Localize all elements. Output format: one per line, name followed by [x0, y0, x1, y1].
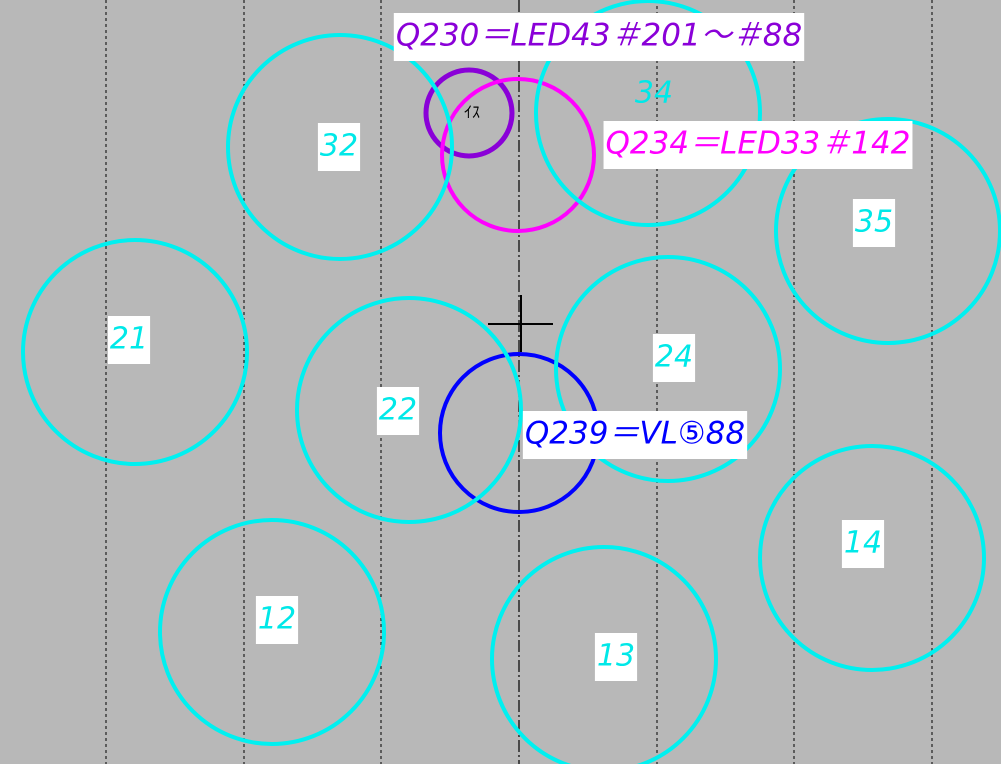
cyan-circle: [758, 444, 986, 672]
cyan-circle: [774, 117, 1001, 345]
cyan-circle: [490, 545, 718, 764]
label: 24: [655, 340, 693, 375]
label: 22: [379, 393, 417, 428]
label-box: [603, 121, 913, 169]
label-box: [852, 199, 896, 247]
label-box: [255, 596, 299, 644]
cyan-circle: [226, 33, 454, 261]
layer: 32 34 35 21 22 24 12 13 14 ｲｽ Q230＝LED43＃201～＃88 Q2…: [21, 0, 1001, 764]
magenta-circle: [440, 77, 596, 233]
label-box: [107, 316, 151, 364]
label-box: [652, 334, 696, 382]
label: 12: [258, 602, 296, 637]
cyan-circle: [534, 0, 762, 227]
label: 34: [635, 76, 673, 111]
label-box: [594, 633, 638, 681]
label: 13: [597, 639, 635, 674]
label-box: [522, 411, 748, 459]
marker-text: ｲｽ: [464, 103, 480, 122]
label: Q234＝LED33＃142: [606, 126, 911, 162]
label-box: [393, 13, 805, 61]
label-box: [841, 520, 885, 568]
label: 32: [320, 129, 358, 164]
cyan-circle: [158, 518, 386, 746]
label: Q239＝VL⑤88: [525, 416, 745, 452]
label-box: [317, 123, 361, 171]
label: Q230＝LED43＃201～＃88: [396, 18, 802, 54]
cyan-circle: [295, 296, 523, 524]
cyan-circle: [554, 255, 782, 483]
label: 14: [844, 526, 882, 561]
label-box: [376, 387, 420, 435]
label: 21: [110, 322, 148, 357]
purple-circle: [423, 67, 515, 159]
cyan-circle: [21, 238, 249, 466]
label: 35: [855, 205, 893, 240]
